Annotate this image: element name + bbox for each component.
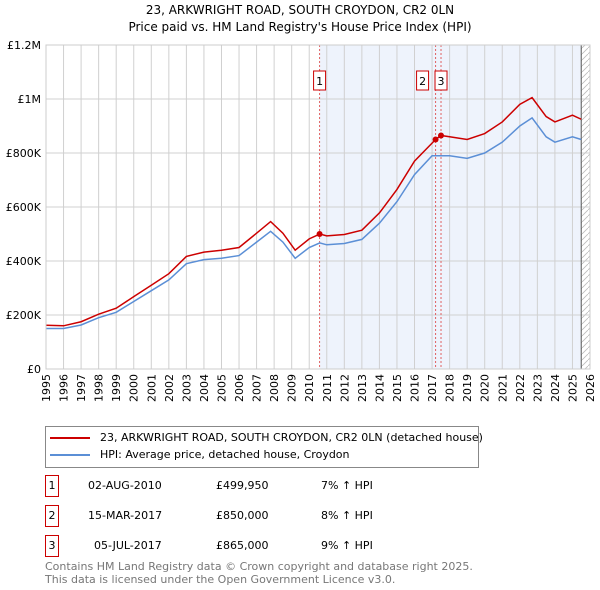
sale-date: 02-AUG-2010 [88,479,162,492]
x-tick-label: 2000 [128,374,141,402]
sale-hpi: 8% ↑ HPI [321,509,373,522]
x-tick-label: 2023 [531,374,544,402]
sale-marker-box [313,70,327,91]
x-tick-label: 2011 [321,374,334,402]
y-tick-label: £1M [18,93,42,106]
x-tick-label: 2002 [163,374,176,402]
y-tick-label: £400K [6,255,42,268]
sale-marker-box [416,70,430,91]
sale-row: 1 02-AUG-2010 £499,950 7% ↑ HPI [45,475,545,497]
x-tick-label: 2003 [180,374,193,402]
sale-marker-box [434,70,448,91]
x-tick-label: 2016 [409,374,422,402]
sale-point [316,231,323,238]
x-tick-label: 2021 [496,374,509,402]
sale-point [432,136,439,143]
legend-red-label: 23, ARKWRIGHT ROAD, SOUTH CROYDON, CR2 0… [100,431,483,444]
series-line [46,116,582,330]
x-tick-label: 2008 [268,374,281,402]
x-tick-label: 2020 [479,374,492,402]
sale-point [438,132,445,139]
sale-date: 15-MAR-2017 [88,509,163,522]
legend: 23, ARKWRIGHT ROAD, SOUTH CROYDON, CR2 0… [45,426,483,468]
price-chart: 23, ARKWRIGHT ROAD, SOUTH CROYDON, CR2 0… [6,3,597,402]
sale-price: £850,000 [216,509,269,522]
sale-number: 2 [45,505,59,527]
y-tick-label: £200K [6,309,42,322]
x-tick-label: 2019 [461,374,474,402]
x-tick-label: 2006 [233,374,246,402]
x-tick-label: 2017 [426,374,439,402]
x-tick-label: 2018 [444,374,457,402]
sale-row: 3 05-JUL-2017 £865,000 9% ↑ HPI [45,535,545,557]
sale-number: 3 [45,535,59,557]
y-tick-label: £800K [6,147,42,160]
sale-hpi: 9% ↑ HPI [321,539,373,552]
chart-subtitle: Price paid vs. HM Land Registry's House … [128,20,471,34]
x-tick-label: 2005 [215,374,228,402]
sale-row: 2 15-MAR-2017 £850,000 8% ↑ HPI [45,505,545,527]
y-tick-label: £0 [27,363,41,376]
series-line [45,96,582,327]
legend-blue-label: HPI: Average price, detached house, Croy… [100,448,350,461]
y-tick-label: £1.2M [7,39,41,52]
x-tick-label: 1997 [75,374,88,402]
x-tick-label: 1998 [93,374,106,402]
plot-frame [45,44,591,370]
x-tick-label: 2015 [391,374,404,402]
x-tick-label: 1999 [110,374,123,402]
chart-title: 23, ARKWRIGHT ROAD, SOUTH CROYDON, CR2 0… [146,3,454,17]
y-tick-label: £600K [6,201,42,214]
x-tick-label: 1995 [40,374,53,402]
sale-marker-label: 2 [419,75,426,88]
footer: Contains HM Land Registry data © Crown c… [45,560,473,586]
x-tick-label: 2001 [145,374,158,402]
x-tick-label: 2025 [566,374,579,402]
x-tick-label: 2022 [514,374,527,402]
x-tick-label: 2012 [338,374,351,402]
legend-blue-line [50,453,90,456]
x-tick-label: 2007 [251,374,264,402]
x-tick-label: 2009 [286,374,299,402]
sale-hpi: 7% ↑ HPI [321,479,373,492]
x-tick-label: 2026 [584,374,597,402]
x-tick-label: 2010 [303,374,316,402]
sale-marker-label: 1 [316,75,323,88]
x-tick-label: 2004 [198,374,211,402]
x-tick-label: 1996 [58,374,71,402]
legend-red-line [50,436,90,439]
x-tick-label: 2024 [549,374,562,402]
sale-price: £499,950 [216,479,269,492]
footer-line-2: This data is licensed under the Open Gov… [45,573,396,586]
footer-line-1: Contains HM Land Registry data © Crown c… [45,560,473,573]
x-tick-label: 2013 [356,374,369,402]
sale-marker-label: 3 [438,75,445,88]
sale-date: 05-JUL-2017 [94,539,162,552]
x-tick-label: 2014 [373,374,386,402]
sale-number: 1 [45,475,59,497]
sale-price: £865,000 [216,539,269,552]
